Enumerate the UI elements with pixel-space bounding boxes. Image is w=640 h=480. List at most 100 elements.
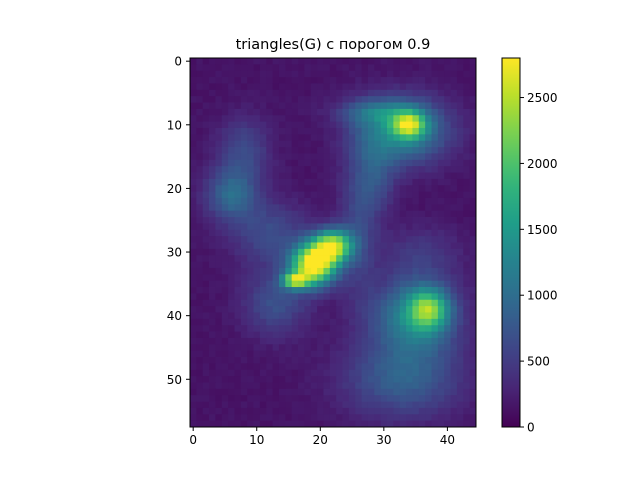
- heatmap-cell: [285, 172, 293, 180]
- heatmap-cell: [221, 407, 229, 415]
- heatmap-cell: [221, 77, 229, 84]
- heatmap-cell: [317, 223, 324, 231]
- heatmap-cell: [272, 420, 280, 428]
- heatmap-cell: [418, 369, 426, 377]
- heatmap-cell: [259, 382, 267, 390]
- heatmap-cell: [342, 140, 350, 148]
- heatmap-cell: [247, 134, 254, 142]
- heatmap-cell: [291, 337, 299, 345]
- heatmap-cell: [304, 159, 312, 167]
- heatmap-cell: [323, 140, 331, 148]
- heatmap-cell: [228, 267, 235, 275]
- heatmap-cell: [298, 287, 305, 294]
- heatmap-cell: [253, 236, 261, 243]
- heatmap-cell: [266, 376, 274, 383]
- heatmap-cell: [367, 127, 375, 135]
- heatmap-cell: [361, 369, 369, 377]
- heatmap-cell: [253, 312, 261, 320]
- heatmap-cell: [317, 89, 324, 97]
- heatmap-cell: [367, 134, 375, 142]
- heatmap-cell: [285, 363, 293, 371]
- heatmap-cell: [240, 134, 248, 142]
- heatmap-cell: [399, 248, 407, 256]
- heatmap-cell: [253, 153, 261, 161]
- heatmap-cell: [240, 140, 248, 148]
- heatmap-cell: [387, 299, 394, 307]
- heatmap-cell: [412, 204, 420, 212]
- heatmap-cell: [387, 102, 394, 110]
- heatmap-cell: [259, 102, 267, 110]
- heatmap-cell: [355, 325, 362, 332]
- heatmap-cell: [374, 261, 382, 269]
- heatmap-cell: [336, 306, 343, 313]
- heatmap-cell: [425, 261, 432, 269]
- heatmap-cell: [304, 242, 312, 250]
- heatmap-cell: [412, 140, 420, 148]
- heatmap-cell: [336, 210, 343, 218]
- heatmap-cell: [221, 369, 229, 377]
- heatmap-cell: [348, 331, 356, 339]
- heatmap-cell: [247, 274, 254, 282]
- heatmap-cell: [329, 401, 337, 409]
- heatmap-cell: [412, 306, 420, 313]
- heatmap-cell: [342, 115, 350, 123]
- heatmap-cell: [348, 414, 356, 422]
- heatmap-cell: [374, 197, 382, 205]
- heatmap-cell: [323, 369, 331, 377]
- heatmap-cell: [202, 331, 210, 339]
- heatmap-cell: [304, 414, 312, 422]
- heatmap-cell: [259, 318, 267, 326]
- heatmap-cell: [202, 312, 210, 320]
- heatmap-cell: [221, 395, 229, 402]
- heatmap-cell: [304, 147, 312, 154]
- heatmap-cell: [348, 64, 356, 72]
- heatmap-cell: [278, 70, 286, 78]
- heatmap-cell: [393, 267, 401, 275]
- heatmap-cell: [247, 407, 254, 415]
- heatmap-cell: [221, 261, 229, 269]
- heatmap-cell: [469, 159, 477, 167]
- heatmap-cell: [209, 89, 216, 97]
- heatmap-cell: [310, 325, 318, 332]
- heatmap-cell: [355, 172, 362, 180]
- heatmap-cell: [202, 89, 210, 97]
- heatmap-cell: [469, 414, 477, 422]
- heatmap-cell: [291, 134, 299, 142]
- heatmap-cell: [469, 357, 477, 364]
- heatmap-cell: [285, 420, 293, 428]
- heatmap-cell: [431, 369, 439, 377]
- heatmap-cell: [253, 267, 261, 275]
- heatmap-cell: [355, 64, 362, 72]
- heatmap-cell: [285, 255, 293, 262]
- heatmap-cell: [266, 312, 274, 320]
- heatmap-cell: [272, 401, 280, 409]
- heatmap-cell: [456, 89, 464, 97]
- heatmap-cell: [348, 420, 356, 428]
- heatmap-cell: [450, 159, 458, 167]
- heatmap-cell: [425, 280, 432, 288]
- heatmap-cell: [215, 369, 223, 377]
- heatmap-cell: [374, 407, 382, 415]
- heatmap-cell: [329, 108, 337, 116]
- x-tick-label: 20: [313, 433, 328, 447]
- heatmap-cell: [266, 197, 274, 205]
- heatmap-cell: [469, 108, 477, 116]
- heatmap-cell: [463, 153, 471, 161]
- heatmap-cell: [310, 242, 318, 250]
- heatmap-cell: [317, 255, 324, 262]
- heatmap-cell: [425, 217, 432, 224]
- heatmap-cell: [367, 147, 375, 154]
- heatmap-cell: [463, 159, 471, 167]
- heatmap-cell: [323, 287, 331, 294]
- heatmap-cell: [342, 134, 350, 142]
- heatmap-cell: [380, 210, 388, 218]
- heatmap-cell: [209, 267, 216, 275]
- heatmap-cell: [247, 255, 254, 262]
- heatmap-cell: [412, 255, 420, 262]
- heatmap-cell: [329, 172, 337, 180]
- heatmap-cell: [291, 248, 299, 256]
- heatmap-cell: [253, 223, 261, 231]
- heatmap-cell: [240, 350, 248, 358]
- heatmap-cell: [247, 223, 254, 231]
- heatmap-cell: [317, 229, 324, 237]
